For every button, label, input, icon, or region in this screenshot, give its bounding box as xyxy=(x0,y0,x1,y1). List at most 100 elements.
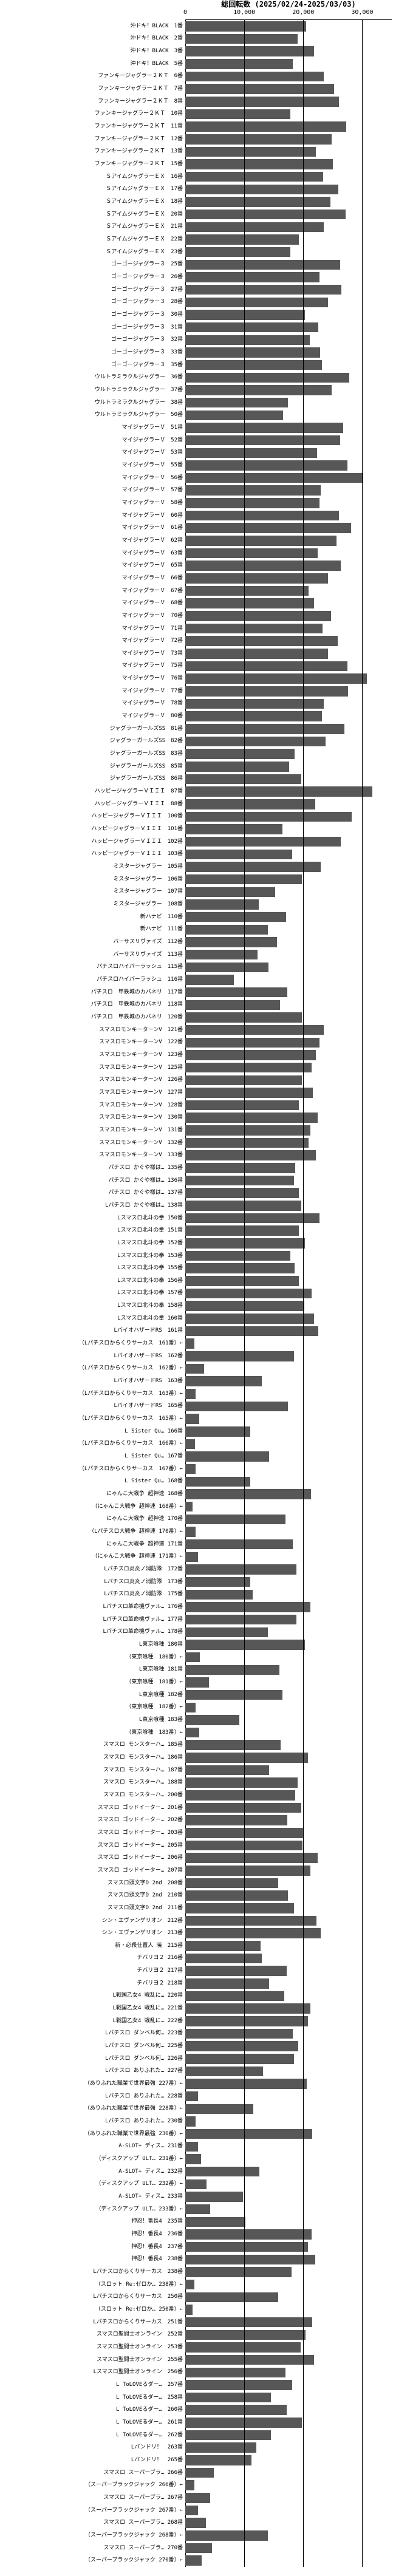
bar-row: （スーパーブラックジャック 270番）← xyxy=(185,2554,392,2567)
bar-row: 押忍！番長4 237番 xyxy=(185,2241,392,2254)
bar xyxy=(185,2154,201,2164)
bar-row: L東京喰種 180番 xyxy=(185,1638,392,1651)
bar xyxy=(185,598,314,608)
bar-row: ジャグラーガールズSS 85番 xyxy=(185,760,392,773)
bar xyxy=(185,260,340,270)
y-label: スマスロ頭文字D 2nd 208番 xyxy=(108,1881,185,1886)
y-label: Lスマスロ北斗の拳 151番 xyxy=(117,1228,185,1233)
bar xyxy=(185,1289,312,1299)
y-label: スマスロモンキーターンV 128番 xyxy=(99,1103,185,1108)
bar xyxy=(185,1903,294,1913)
y-label: （にゃんこ大戦争 超神速 171番）← xyxy=(92,1554,185,1559)
bar xyxy=(185,1364,204,1374)
y-label: Lパチスロ革命機ヴァル… 176番 xyxy=(103,1604,185,1610)
y-label: パチスロ かぐや様は… 136番 xyxy=(108,1178,185,1184)
y-label: マイジャグラーＶ 67番 xyxy=(122,588,185,594)
bar-row: スマスロ頭文字D 2nd 208番 xyxy=(185,1877,392,1890)
y-label: スマスロモンキーターンV 121番 xyxy=(99,1027,185,1033)
bar-row: マイジャグラーＶ 55番 xyxy=(185,459,392,472)
bar-row: マイジャグラーＶ 60番 xyxy=(185,509,392,522)
bar xyxy=(185,2368,285,2378)
bar-row: （ありふれた職業で世界最強 230番）← xyxy=(185,2128,392,2141)
y-label: ＳアイムジャグラーＥＸ 16番 xyxy=(106,174,185,180)
bar-row: スマスロ ゴッドイーター… 203番 xyxy=(185,1827,392,1839)
bar-row: Lスマスロ北斗の拳 152番 xyxy=(185,1237,392,1250)
y-label: パチスロハイパーラッシュ 116番 xyxy=(97,977,185,983)
bar-row: 新・必殺仕置人 暁 215番 xyxy=(185,1940,392,1952)
bar-row: ファンキージャグラー２ＫＴ 12番 xyxy=(185,133,392,146)
bar-row: L Sister Qu… 167番 xyxy=(185,1450,392,1463)
bar-row: Lバンドリ！ 263番 xyxy=(185,2441,392,2454)
y-label: マイジャグラーＶ 56番 xyxy=(122,475,185,481)
bar xyxy=(185,2079,307,2089)
bar-row: ウルトラミラクルジャグラー 37番 xyxy=(185,384,392,397)
x-tick: 0 xyxy=(183,9,187,16)
bar xyxy=(185,134,332,145)
y-label: スマスロ スーパーブラ… 268番 xyxy=(103,2520,185,2526)
bar-row: （スロット Re:ゼロか… 238番）← xyxy=(185,2278,392,2291)
bar xyxy=(185,2493,210,2503)
bar-row: Lパチスロ ありふれた… 228番 xyxy=(185,2090,392,2103)
bar-row: ミスタージャグラー 105番 xyxy=(185,860,392,873)
bar xyxy=(185,460,347,471)
y-label: スマスロ聖闘士オンライン 255番 xyxy=(97,2357,185,2363)
y-label: Lパチスロ炎炎ノ消防隊 175番 xyxy=(104,1592,185,1597)
y-label: A-SLOT+ ディス… 233番 xyxy=(118,2194,185,2199)
y-label: スマスロモンキーターンV 122番 xyxy=(99,1040,185,1045)
bar xyxy=(185,912,286,922)
bar xyxy=(185,1113,318,1123)
bar-row: Lスマスロ北斗の拳 160番 xyxy=(185,1312,392,1325)
y-label: ファンキージャグラー２ＫＴ 10番 xyxy=(95,111,185,117)
y-label: スマスロモンキーターンV 132番 xyxy=(99,1140,185,1146)
bar xyxy=(185,837,341,847)
y-label: 新ハナビ 110番 xyxy=(140,915,185,920)
y-label: ミスタージャグラー 106番 xyxy=(113,877,185,882)
bar-row: ゴーゴージャグラー３ 27番 xyxy=(185,284,392,296)
bar-row: A-SLOT+ ディス… 231番 xyxy=(185,2141,392,2153)
y-label: ジャグラーガールズSS 86番 xyxy=(110,776,185,782)
bar-row: マイジャグラーＶ 57番 xyxy=(185,484,392,497)
bar-row: スマスロ モンスターハ… 187番 xyxy=(185,1764,392,1777)
y-label: ウルトラミラクルジャグラー 50番 xyxy=(95,412,185,418)
bar xyxy=(185,561,341,571)
bar-row: 沖ドキ！BLACK 2番 xyxy=(185,33,392,46)
bar xyxy=(185,799,315,809)
bar-row: L東京喰種 182番 xyxy=(185,1689,392,1702)
y-label: スマスロ頭文字D 2nd 211番 xyxy=(108,1906,185,1911)
bar xyxy=(185,1188,299,1198)
y-label: マイジャグラーＶ 68番 xyxy=(122,601,185,606)
y-label: Lパチスロ ダンベル何… 223番 xyxy=(105,2031,185,2036)
x-axis: 010,00020,00030,000 xyxy=(185,9,392,20)
bar xyxy=(185,523,351,533)
y-label: L ToLOVEるダー… 262番 xyxy=(116,2433,185,2438)
y-label: ゴーゴージャグラー３ 33番 xyxy=(111,350,185,355)
bar xyxy=(185,398,288,408)
y-label: L東京喰種 182番 xyxy=(139,1692,185,1698)
y-label: パチスロハイパーラッシュ 115番 xyxy=(97,964,185,970)
bar-row: マイジャグラーＶ 53番 xyxy=(185,446,392,459)
y-label: Lパチスロ炎炎ノ消防隊 173番 xyxy=(104,1579,185,1585)
bar xyxy=(185,1100,299,1111)
bar xyxy=(185,2192,243,2202)
bar-row: L戦国乙女4 戦乱に… 220番 xyxy=(185,1990,392,2003)
bar-row: L Sister Qu… 168番 xyxy=(185,1476,392,1488)
bar xyxy=(185,335,310,346)
bar-row: スマスロモンキーターンV 123番 xyxy=(185,1049,392,1061)
bar-row: L ToLOVEるダー… 257番 xyxy=(185,2379,392,2391)
bar xyxy=(185,435,340,446)
y-label: ファンキージャグラー２ＫＴ 15番 xyxy=(95,162,185,167)
bar-row: ハッピージャグラーＶＩＩＩ 102番 xyxy=(185,836,392,848)
bar xyxy=(185,1777,298,1788)
bar xyxy=(185,636,338,646)
bar xyxy=(185,1451,269,1462)
y-label: Lパチスロ ありふれた… 228番 xyxy=(105,2094,185,2099)
y-label: ジャグラーガールズSS 83番 xyxy=(110,751,185,757)
y-label: マイジャグラーＶ 62番 xyxy=(122,538,185,543)
bar-row: マイジャグラーＶ 65番 xyxy=(185,559,392,572)
y-label: スマスロ モンスターハ… 200番 xyxy=(103,1793,185,1798)
bar xyxy=(185,1577,250,1587)
y-label: スマスロ モンスターハ… 185番 xyxy=(103,1742,185,1748)
bar-row: L Sister Qu… 166番 xyxy=(185,1425,392,1438)
bar xyxy=(185,2067,263,2077)
bar xyxy=(185,1564,296,1575)
